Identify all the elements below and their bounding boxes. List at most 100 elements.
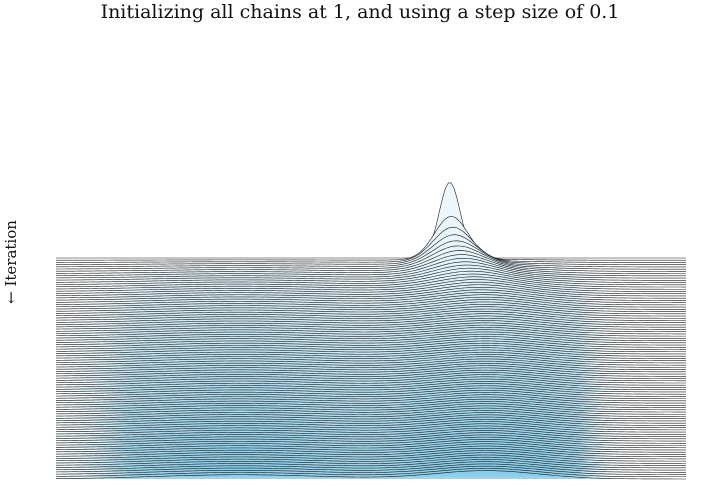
ridge-area-99: [56, 470, 686, 479]
ridge-line-36: [55, 329, 686, 339]
ridge-line-1: [56, 216, 686, 261]
ridge-line-3: [56, 234, 686, 265]
ridge-line-76: [55, 418, 686, 428]
ridge-line-31: [55, 317, 687, 328]
ridge-line-80: [55, 427, 686, 437]
ridge-line-24: [55, 301, 686, 312]
ridge-line-64: [55, 392, 686, 402]
ridge-line-70: [55, 405, 687, 415]
ridge-line-97: [55, 465, 686, 475]
ridge-line-50: [55, 360, 686, 370]
ridge-line-30: [55, 315, 686, 326]
ridge-line-65: [55, 394, 686, 404]
ridge-line-17: [55, 284, 686, 297]
ridge-line-47: [55, 354, 686, 364]
ridge-line-23: [55, 299, 686, 310]
ridge-line-5: [55, 245, 686, 270]
ridge-line-7: [55, 254, 686, 274]
ridge-line-15: [55, 279, 686, 292]
ridge-area-0: [56, 182, 686, 258]
ridge-line-39: [55, 336, 686, 346]
ridge-line-20: [55, 291, 686, 303]
ridge-line-8: [55, 258, 687, 277]
ridge-line-63: [55, 389, 686, 399]
ridge-line-88: [55, 445, 686, 455]
ridge-area-5: [56, 245, 686, 270]
ridge-line-41: [55, 340, 686, 350]
ridge-line-45: [55, 349, 686, 359]
ridge-line-68: [55, 401, 686, 411]
ridge-line-58: [55, 378, 686, 388]
ridge-line-74: [55, 414, 687, 424]
ridge-line-40: [55, 338, 686, 348]
ridge-line-12: [55, 270, 686, 286]
ridge-line-46: [55, 351, 686, 361]
ridge-line-99: [55, 470, 686, 480]
ridge-line-67: [55, 398, 686, 408]
ridge-line-51: [55, 363, 686, 373]
ridge-line-90: [55, 450, 686, 460]
ridge-line-83: [55, 434, 686, 444]
ridge-line-60: [55, 383, 686, 393]
ridge-line-57: [55, 376, 687, 386]
ridge-line-18: [55, 286, 686, 299]
ridge-line-22: [55, 296, 687, 308]
ridge-line-44: [55, 347, 687, 357]
ridge-line-89: [55, 447, 686, 457]
ridge-line-48: [55, 356, 687, 366]
ridge-line-87: [55, 443, 687, 453]
ridge-line-19: [55, 289, 686, 301]
ridge-line-79: [55, 425, 686, 435]
ridge-line-27: [55, 308, 686, 319]
ridge-line-34: [55, 324, 686, 335]
ridge-line-33: [55, 322, 686, 332]
ridge-line-62: [55, 387, 686, 397]
ridge-area-2: [56, 227, 686, 263]
ridge-line-91: [55, 452, 687, 462]
ridge-area-4: [56, 240, 686, 267]
ridge-line-4: [55, 240, 686, 268]
ridge-line-77: [55, 421, 686, 431]
ridge-line-29: [55, 313, 686, 324]
ridge-line-0: [56, 182, 686, 259]
ridge-line-56: [55, 374, 686, 384]
ridge-line-38: [55, 333, 686, 344]
ridge-line-37: [55, 331, 686, 341]
ridge-line-98: [55, 468, 686, 478]
ridge-line-6: [55, 250, 686, 272]
ridge-series-group: [55, 182, 687, 480]
ridge-line-71: [55, 407, 686, 417]
ridge-line-72: [55, 410, 686, 420]
ridge-area-9: [56, 261, 686, 279]
ridge-line-78: [55, 423, 686, 433]
ridge-line-82: [55, 432, 686, 442]
ridge-line-61: [55, 385, 687, 395]
ridge-line-86: [55, 441, 686, 451]
ridge-line-92: [55, 454, 686, 464]
ridge-line-32: [55, 320, 686, 330]
ridge-line-75: [55, 416, 686, 426]
ridge-line-9: [55, 261, 686, 279]
ridge-line-85: [55, 439, 686, 449]
ridge-line-93: [55, 456, 686, 466]
ridge-line-25: [55, 304, 686, 315]
ridge-line-14: [55, 276, 686, 290]
ridge-line-13: [55, 273, 686, 288]
ridge-line-2: [56, 226, 686, 263]
ridge-area-11: [56, 268, 686, 283]
chart-title: Initializing all chains at 1, and using …: [100, 1, 620, 23]
ridge-line-69: [55, 403, 686, 413]
ridge-line-26: [55, 306, 686, 317]
ridge-line-96: [55, 463, 686, 473]
ridge-line-55: [55, 372, 686, 382]
ridge-line-11: [55, 267, 686, 283]
ridge-line-95: [55, 461, 686, 471]
ridge-line-35: [55, 327, 687, 337]
ridge-line-43: [55, 345, 686, 355]
ridge-line-42: [55, 342, 686, 353]
ridge-line-28: [55, 311, 686, 321]
ridge-line-84: [55, 436, 686, 446]
ridge-line-54: [55, 369, 686, 379]
ridge-line-10: [55, 264, 686, 281]
